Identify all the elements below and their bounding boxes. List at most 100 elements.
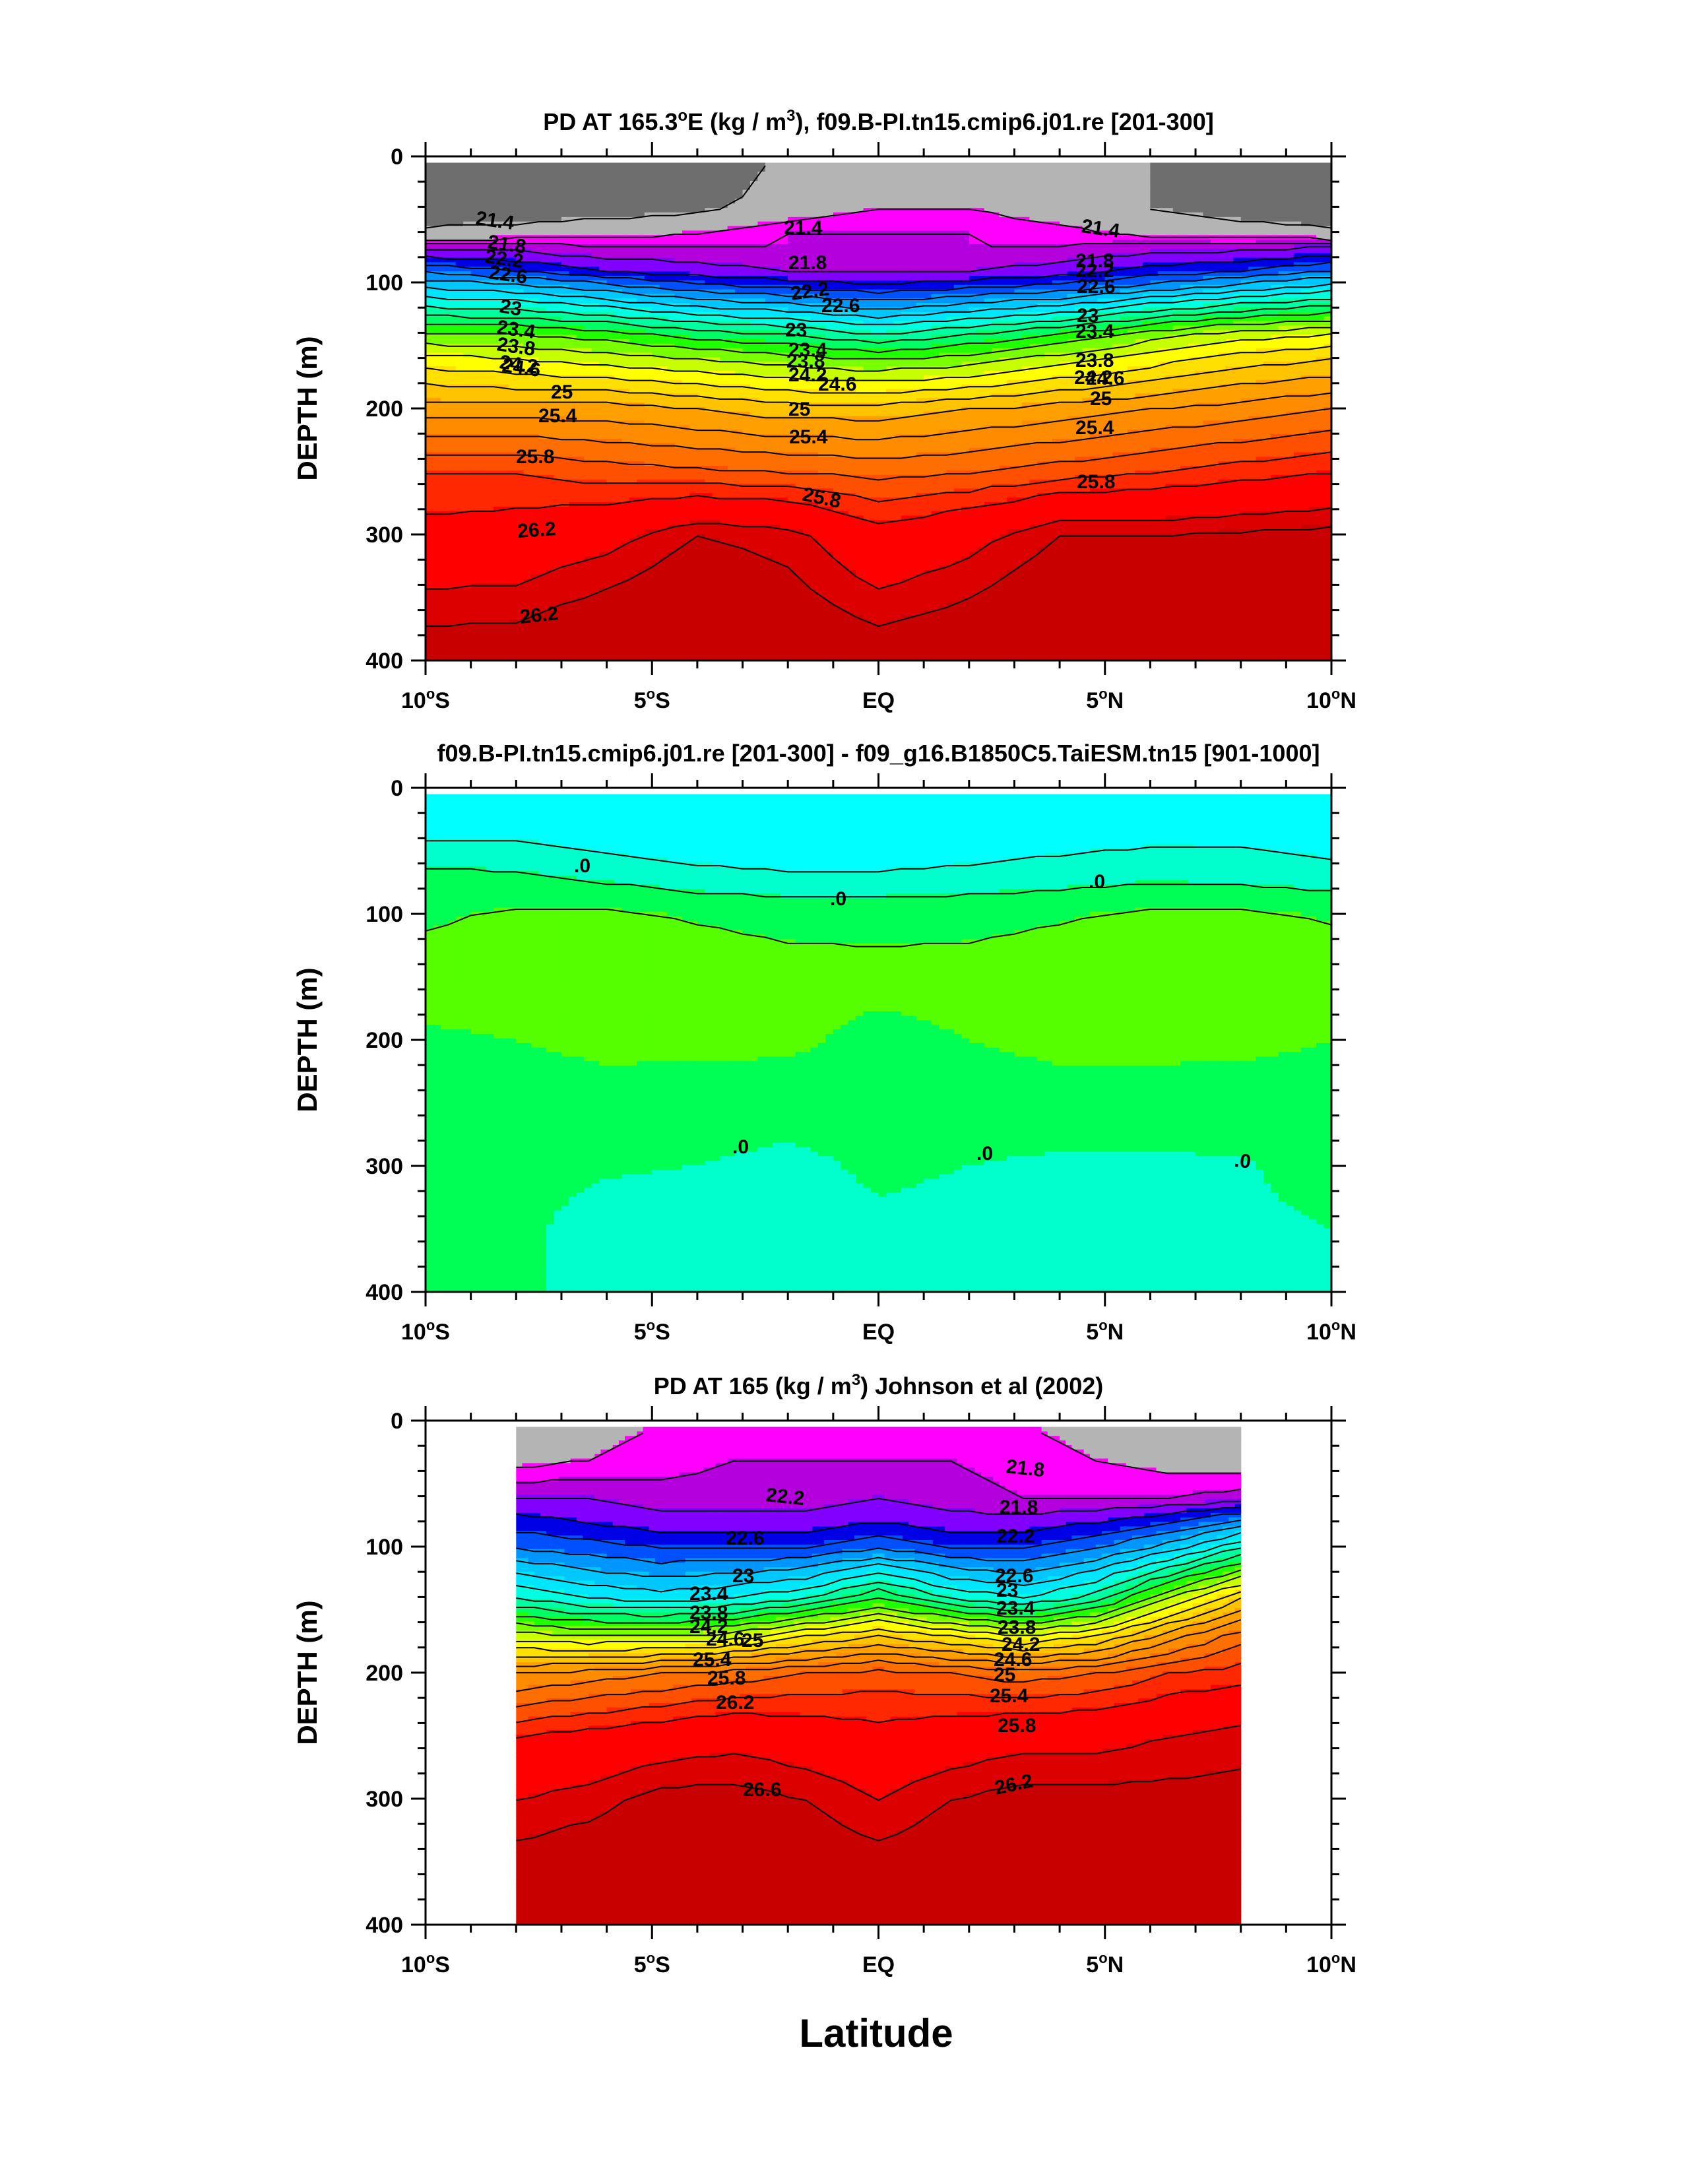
field-cell (1323, 330, 1332, 335)
field-cell (433, 330, 441, 335)
field-cell (569, 212, 577, 218)
field-cell (538, 257, 547, 263)
field-cell (1135, 189, 1143, 195)
field-cell (901, 325, 909, 331)
field-cell (674, 271, 683, 276)
field-cell (697, 343, 705, 349)
field-cell (1029, 203, 1038, 209)
field-cell (833, 199, 841, 204)
field-cell (976, 316, 985, 322)
field-cell (433, 189, 441, 195)
field-cell (697, 203, 705, 209)
field-cell (501, 167, 509, 172)
field-cell (606, 271, 615, 276)
field-cell (644, 180, 653, 186)
field-cell (1233, 180, 1242, 186)
field-cell (871, 176, 879, 181)
field-cell (659, 226, 668, 232)
field-cell (584, 276, 592, 281)
field-cell (878, 303, 887, 308)
field-cell (742, 203, 751, 209)
field-cell (1203, 185, 1211, 191)
field-cell (644, 321, 653, 327)
field-cell (885, 226, 894, 232)
field-cell (788, 244, 796, 249)
field-cell (554, 199, 562, 204)
field-cell (538, 271, 547, 276)
field-cell (659, 284, 668, 290)
field-cell (908, 180, 917, 186)
field-cell (584, 162, 592, 168)
field-cell (1293, 343, 1302, 349)
field-cell (1142, 276, 1151, 281)
field-cell (1172, 339, 1181, 344)
field-cell (984, 167, 992, 172)
field-cell (1165, 216, 1174, 222)
field-cell (1240, 172, 1249, 177)
field-cell (674, 176, 683, 181)
field-cell (924, 267, 932, 272)
field-cell (426, 203, 434, 209)
field-cell (516, 216, 525, 222)
field-cell (1135, 298, 1143, 304)
field-cell (1067, 230, 1075, 236)
field-cell (1240, 221, 1249, 227)
field-cell (803, 189, 812, 195)
field-cell (742, 221, 751, 227)
field-cell (1233, 325, 1242, 331)
field-cell (908, 267, 917, 272)
field-cell (599, 343, 608, 349)
field-cell (546, 226, 555, 232)
field-cell (1218, 176, 1227, 181)
field-cell (1014, 284, 1023, 290)
field-cell (810, 262, 819, 267)
field-cell (554, 343, 562, 349)
field-cell (470, 244, 479, 249)
field-cell (924, 240, 932, 245)
field-cell (1014, 212, 1023, 218)
field-cell (863, 284, 872, 290)
field-cell (1316, 162, 1325, 168)
field-cell (1014, 298, 1023, 304)
field-cell (712, 172, 720, 177)
field-cell (1007, 208, 1015, 213)
field-cell (999, 189, 1007, 195)
field-cell (1188, 203, 1196, 209)
field-cell (1301, 339, 1310, 344)
field-cell (614, 257, 623, 263)
field-cell (584, 298, 592, 304)
field-cell (516, 172, 525, 177)
field-cell (674, 348, 683, 354)
field-cell (531, 335, 540, 340)
field-cell (674, 321, 683, 327)
field-cell (795, 289, 804, 295)
field-cell (523, 212, 532, 218)
field-cell (1180, 307, 1189, 313)
field-cell (516, 294, 525, 299)
field-cell (667, 321, 676, 327)
field-cell (682, 167, 691, 172)
field-cell (757, 203, 766, 209)
field-cell (697, 199, 705, 204)
field-cell (931, 321, 940, 327)
field-cell (1029, 176, 1038, 181)
field-cell (1060, 248, 1068, 254)
field-cell (1248, 194, 1257, 200)
field-cell (1225, 199, 1234, 204)
field-cell (1142, 321, 1151, 327)
field-cell (606, 172, 615, 177)
field-cell (1036, 267, 1045, 272)
field-cell (1278, 248, 1287, 254)
field-cell (765, 257, 773, 263)
field-cell (705, 235, 713, 240)
field-cell (924, 321, 932, 327)
field-cell (1120, 194, 1128, 200)
field-cell (501, 248, 509, 254)
field-cell (1112, 199, 1121, 204)
field-cell (1007, 335, 1015, 340)
field-cell (1286, 240, 1294, 245)
field-cell (448, 276, 457, 281)
field-cell (1180, 289, 1189, 295)
field-cell (939, 172, 947, 177)
field-cell (1286, 339, 1294, 344)
